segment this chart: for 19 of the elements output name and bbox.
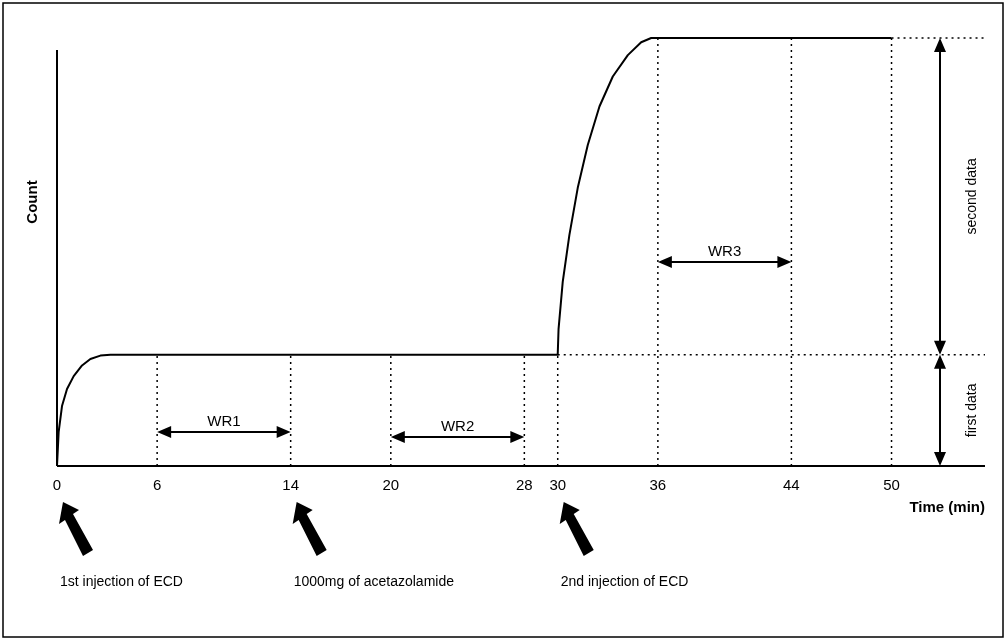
x-tick-label: 28 bbox=[515, 476, 533, 493]
annotation: WR1 bbox=[207, 412, 241, 429]
x-axis-title: Time (min) bbox=[909, 498, 985, 515]
y-axis-title: Count bbox=[23, 180, 40, 224]
x-tick-label: 6 bbox=[152, 476, 162, 493]
x-tick-label: 0 bbox=[52, 476, 62, 493]
x-tick-label: 14 bbox=[282, 476, 300, 493]
x-tick-label: 30 bbox=[549, 476, 567, 493]
x-tick-label: 50 bbox=[883, 476, 900, 493]
text: 1000mg of acetazolamide bbox=[293, 573, 455, 589]
x-tick-label: 36 bbox=[649, 476, 667, 493]
annotation: second data bbox=[963, 158, 979, 235]
annotation: WR3 bbox=[707, 242, 742, 259]
annotation: WR2 bbox=[440, 417, 475, 434]
annotation: first data bbox=[963, 383, 979, 438]
x-tick-label: 20 bbox=[382, 476, 400, 493]
x-tick-label: 44 bbox=[783, 476, 800, 493]
text: 2nd injection of ECD bbox=[560, 573, 689, 589]
text: 1st injection of ECD bbox=[60, 573, 183, 589]
